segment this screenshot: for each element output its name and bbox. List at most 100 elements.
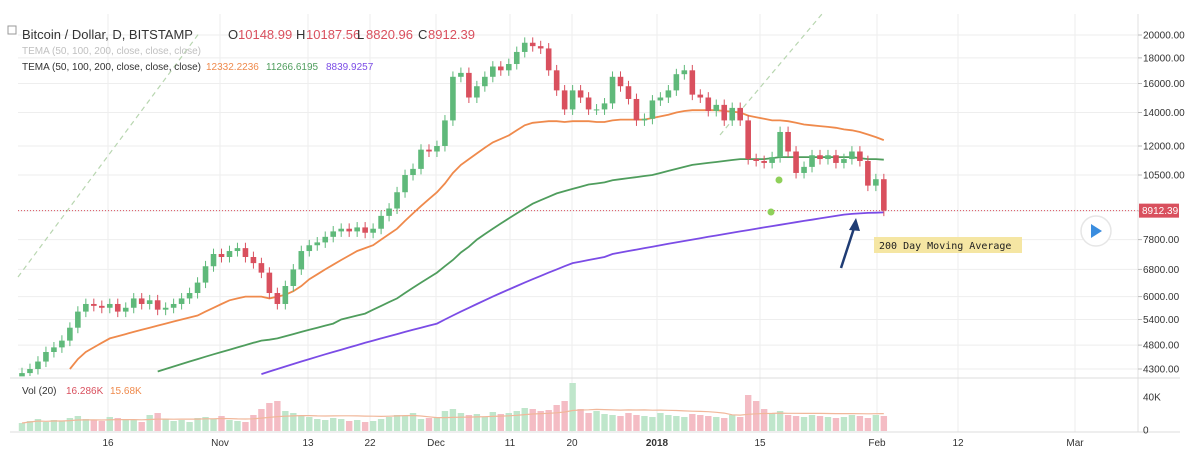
volume-bar bbox=[744, 395, 752, 431]
volume-legend[interactable]: Vol (20) bbox=[22, 386, 56, 397]
candle-body bbox=[83, 303, 89, 312]
candle-body bbox=[593, 109, 600, 111]
candle-body bbox=[721, 104, 728, 121]
candle-body bbox=[43, 351, 49, 362]
candle-body bbox=[154, 300, 161, 310]
volume-bar bbox=[58, 421, 66, 431]
signal-dot bbox=[775, 176, 783, 184]
volume-bar bbox=[138, 422, 145, 431]
volume-bar bbox=[178, 420, 185, 431]
candle-body bbox=[210, 253, 217, 267]
volume-bar bbox=[657, 413, 664, 431]
candle-body bbox=[482, 76, 488, 87]
volume-bar bbox=[114, 418, 121, 431]
play-icon bbox=[1091, 224, 1102, 238]
candle-body bbox=[106, 303, 113, 308]
ma200-line bbox=[261, 211, 884, 375]
high-value: 10187.56 bbox=[306, 27, 360, 42]
volume-bar bbox=[465, 415, 473, 431]
candle-body bbox=[258, 263, 265, 273]
volume-bar bbox=[258, 409, 265, 431]
price-tick-label: 18000.00 bbox=[1143, 53, 1185, 64]
tema-value-50: 12332.2236 bbox=[206, 62, 259, 73]
volume-bar bbox=[74, 416, 82, 431]
open-label: O bbox=[228, 27, 238, 42]
collapse-icon[interactable] bbox=[7, 25, 17, 35]
candle-body bbox=[809, 155, 815, 167]
time-tick-label: Mar bbox=[1066, 438, 1084, 449]
candle-body bbox=[505, 64, 512, 71]
volume-bar bbox=[250, 415, 257, 431]
volume-bar bbox=[800, 417, 808, 431]
volume-bar bbox=[856, 416, 864, 431]
volume-bar bbox=[393, 415, 401, 431]
volume-bar bbox=[737, 417, 744, 431]
volume-bar bbox=[601, 414, 608, 431]
candle-body bbox=[561, 90, 568, 110]
tema-value-200: 8839.9257 bbox=[326, 62, 374, 73]
volume-bar bbox=[649, 417, 656, 431]
candle-body bbox=[91, 303, 97, 306]
time-tick-label: 15 bbox=[754, 438, 766, 449]
replay-button[interactable] bbox=[1080, 215, 1112, 247]
volume-bar bbox=[66, 418, 74, 431]
volume-bar bbox=[306, 417, 313, 431]
volume-bar bbox=[210, 419, 217, 431]
volume-bar bbox=[98, 421, 105, 431]
volume-bar bbox=[529, 409, 536, 431]
volume-bar bbox=[353, 420, 361, 431]
volume-bar bbox=[681, 417, 688, 431]
volume-bar bbox=[417, 419, 425, 431]
trendline-left[interactable] bbox=[17, 31, 201, 278]
candle-body bbox=[817, 155, 823, 160]
candle-body bbox=[609, 76, 616, 104]
candle-body bbox=[370, 228, 376, 233]
candle-body bbox=[35, 361, 41, 369]
annotation-box[interactable] bbox=[874, 237, 1022, 253]
candle-body bbox=[753, 159, 759, 161]
candle-body bbox=[529, 42, 536, 47]
tema-legend[interactable]: TEMA (50, 100, 200, close, close, close) bbox=[22, 62, 201, 73]
volume-bar bbox=[401, 416, 409, 431]
volume-bar bbox=[106, 417, 113, 431]
time-tick-label: 2018 bbox=[646, 438, 669, 449]
candle-body bbox=[713, 104, 720, 111]
volume-bar bbox=[776, 411, 784, 431]
tema-legend-inactive[interactable]: TEMA (50, 100, 200, close, close, close) bbox=[22, 46, 201, 57]
volume-bar bbox=[457, 413, 465, 431]
candle-body bbox=[354, 227, 360, 232]
time-tick-label: Nov bbox=[211, 438, 229, 449]
candle-body bbox=[665, 90, 672, 98]
volume-bar bbox=[122, 419, 129, 431]
price-tick-label: 6000.00 bbox=[1143, 292, 1180, 303]
candle-body bbox=[673, 74, 680, 91]
candle-body bbox=[226, 251, 233, 257]
volume-bar bbox=[561, 401, 568, 431]
candles bbox=[19, 37, 887, 377]
volume-bar bbox=[505, 413, 512, 431]
candle-body bbox=[769, 157, 775, 163]
volume-bar bbox=[872, 415, 880, 431]
close-label: C bbox=[418, 27, 427, 42]
candle-body bbox=[362, 227, 368, 233]
volume-bar bbox=[42, 422, 50, 431]
volume-bar bbox=[186, 422, 193, 431]
candle-body bbox=[178, 298, 185, 304]
candle-body bbox=[849, 151, 855, 160]
volume-bar bbox=[481, 417, 489, 431]
volume-bar bbox=[617, 416, 624, 431]
volume-bar bbox=[314, 419, 321, 431]
candle-body bbox=[59, 340, 65, 348]
time-axis: 16 Nov 13 22 Dec 11 20 2018 15 Feb 12 Mar bbox=[102, 438, 1084, 449]
volume-bar bbox=[146, 415, 153, 431]
volume-bar bbox=[689, 414, 696, 431]
grid bbox=[18, 14, 1138, 432]
volume-bar bbox=[665, 415, 672, 431]
volume-bar bbox=[322, 420, 329, 431]
volume-bar bbox=[784, 415, 792, 431]
candle-body bbox=[426, 149, 432, 152]
candle-body bbox=[745, 120, 751, 160]
symbol-title[interactable]: Bitcoin / Dollar, D, BITSTAMP bbox=[22, 27, 193, 42]
candle-body bbox=[865, 160, 871, 186]
